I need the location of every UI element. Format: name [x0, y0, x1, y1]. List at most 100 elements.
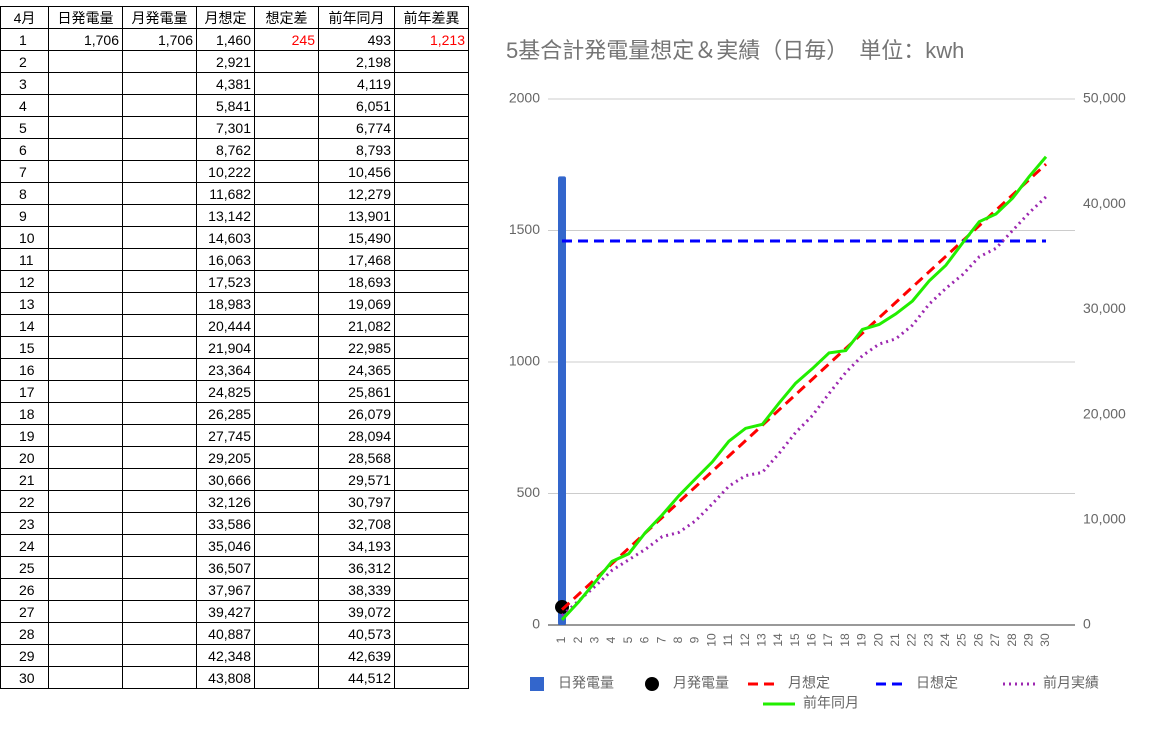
legend-swatch — [645, 677, 659, 691]
table-row: 17 24,825 25,861 — [0, 380, 469, 403]
table-cell[interactable]: 12,279 — [318, 182, 395, 205]
x-tick-label: 8 — [671, 636, 685, 643]
table-cell[interactable]: 13 — [0, 292, 49, 315]
table-cell[interactable]: 16,063 — [196, 248, 255, 271]
table-cell[interactable]: 26,079 — [318, 402, 395, 425]
table-cell[interactable]: 37,967 — [196, 578, 255, 601]
x-tick-label: 26 — [971, 633, 985, 647]
table-row: 12 17,523 18,693 — [0, 270, 469, 293]
y-tick-label: 1500 — [509, 221, 540, 237]
x-tick-label: 24 — [938, 633, 952, 647]
table-cell[interactable]: 36,312 — [318, 556, 395, 579]
legend-label: 日発電量 — [558, 675, 614, 691]
y2-tick-label: 50,000 — [1083, 90, 1126, 106]
table-cell[interactable]: 39,072 — [318, 600, 395, 623]
table-row: 21 30,666 29,571 — [0, 468, 469, 491]
table-cell[interactable]: 21,082 — [318, 314, 395, 337]
x-tick-label: 6 — [638, 636, 652, 643]
x-tick-label: 7 — [654, 636, 668, 643]
x-tick-label: 4 — [604, 636, 618, 643]
legend-label: 月発電量 — [673, 675, 729, 691]
legend-label: 前月実績 — [1043, 675, 1099, 691]
table-cell[interactable]: 29,571 — [318, 468, 395, 491]
table-cell[interactable]: 1,706 — [48, 28, 123, 51]
table-row: 20 29,205 28,568 — [0, 446, 469, 469]
sheet-table: 4月 日発電量 月発電量 月想定 想定差 前年同月 前年差異 1 1,706 1,706 1,460… — [0, 6, 469, 689]
x-tick-label: 12 — [738, 633, 752, 647]
table-cell[interactable]: 35,046 — [196, 534, 255, 557]
table-row: 24 35,046 34,193 — [0, 534, 469, 557]
y2-tick-label: 20,000 — [1083, 405, 1126, 421]
table-row: 3 4,381 4,119 — [0, 72, 469, 95]
table-cell[interactable]: 43,808 — [196, 666, 255, 689]
table-cell[interactable]: 21 — [0, 468, 49, 491]
legend-label: 日想定 — [916, 675, 958, 691]
x-tick-label: 22 — [905, 633, 919, 647]
x-tick-label: 18 — [838, 633, 852, 647]
y2-tick-label: 10,000 — [1083, 511, 1126, 527]
line-series — [560, 155, 1048, 621]
x-tick-label: 19 — [855, 633, 869, 647]
legend-label: 前年同月 — [803, 695, 859, 711]
x-tick-label: 17 — [821, 633, 835, 647]
table-cell[interactable]: 40,887 — [196, 622, 255, 645]
x-tick-label: 2 — [571, 636, 585, 643]
table-cell[interactable]: 18 — [0, 402, 49, 425]
table-cell[interactable]: 30 — [0, 666, 49, 689]
table-row: 4 5,841 6,051 — [0, 94, 469, 117]
table-row: 23 33,586 32,708 — [0, 512, 469, 535]
line-series — [561, 195, 1048, 617]
table-cell[interactable]: 18,983 — [196, 292, 255, 315]
table-row: 13 18,983 19,069 — [0, 292, 469, 315]
table-cell[interactable]: 17,468 — [318, 248, 395, 271]
bar — [558, 176, 566, 625]
x-tick-label: 16 — [805, 633, 819, 647]
x-tick-label: 10 — [704, 633, 718, 647]
table-cell[interactable]: 11 — [0, 248, 49, 271]
x-tick-label: 25 — [955, 633, 969, 647]
table-cell[interactable]: 20,444 — [196, 314, 255, 337]
table-cell[interactable]: 2,921 — [196, 50, 255, 73]
x-tick-label: 5 — [621, 636, 635, 643]
table-cell[interactable]: 29 — [0, 644, 49, 667]
x-tick-label: 15 — [788, 633, 802, 647]
table-cell[interactable]: 24,365 — [318, 358, 395, 381]
x-tick-label: 1 — [554, 636, 568, 643]
table-cell[interactable]: 1,706 — [122, 28, 197, 51]
table-cell[interactable]: 前年同月 — [318, 6, 395, 29]
dot — [555, 600, 569, 615]
table-cell[interactable]: 40,573 — [318, 622, 395, 645]
x-tick-label: 29 — [1021, 633, 1035, 647]
y-tick-label: 500 — [517, 484, 541, 500]
table-row: 16 23,364 24,365 — [0, 358, 469, 381]
y-tick-label: 2000 — [509, 90, 540, 106]
x-tick-label: 14 — [771, 633, 785, 647]
table-cell[interactable]: 23,364 — [196, 358, 255, 381]
table-row: 14 20,444 21,082 — [0, 314, 469, 337]
y-tick-label: 0 — [532, 616, 540, 632]
x-tick-label: 13 — [754, 633, 768, 647]
table-cell[interactable]: 38,339 — [318, 578, 395, 601]
table-cell[interactable]: 6,051 — [318, 94, 395, 117]
table-cell[interactable]: 4,381 — [196, 72, 255, 95]
table-cell[interactable]: 33,586 — [196, 512, 255, 535]
y2-tick-label: 30,000 — [1083, 300, 1126, 316]
table-row: 8 11,682 12,279 — [0, 182, 469, 205]
table-row: 2 2,921 2,198 — [0, 50, 469, 73]
table-cell[interactable]: 28,094 — [318, 424, 395, 447]
y-tick-label: 1000 — [509, 353, 540, 369]
table-cell[interactable] — [394, 666, 469, 689]
x-tick-label: 20 — [871, 633, 885, 647]
table-cell[interactable]: 想定差 — [254, 6, 319, 29]
table-cell[interactable]: 17,523 — [196, 270, 255, 293]
table-cell[interactable]: 13,901 — [318, 204, 395, 227]
legend-swatch — [530, 677, 544, 691]
table-row: 11 16,063 17,468 — [0, 248, 469, 271]
table-cell[interactable]: 22,985 — [318, 336, 395, 359]
x-tick-label: 27 — [988, 633, 1002, 647]
x-tick-label: 9 — [688, 636, 702, 643]
x-tick-label: 3 — [588, 636, 602, 643]
table-cell[interactable]: 12 — [0, 270, 49, 293]
